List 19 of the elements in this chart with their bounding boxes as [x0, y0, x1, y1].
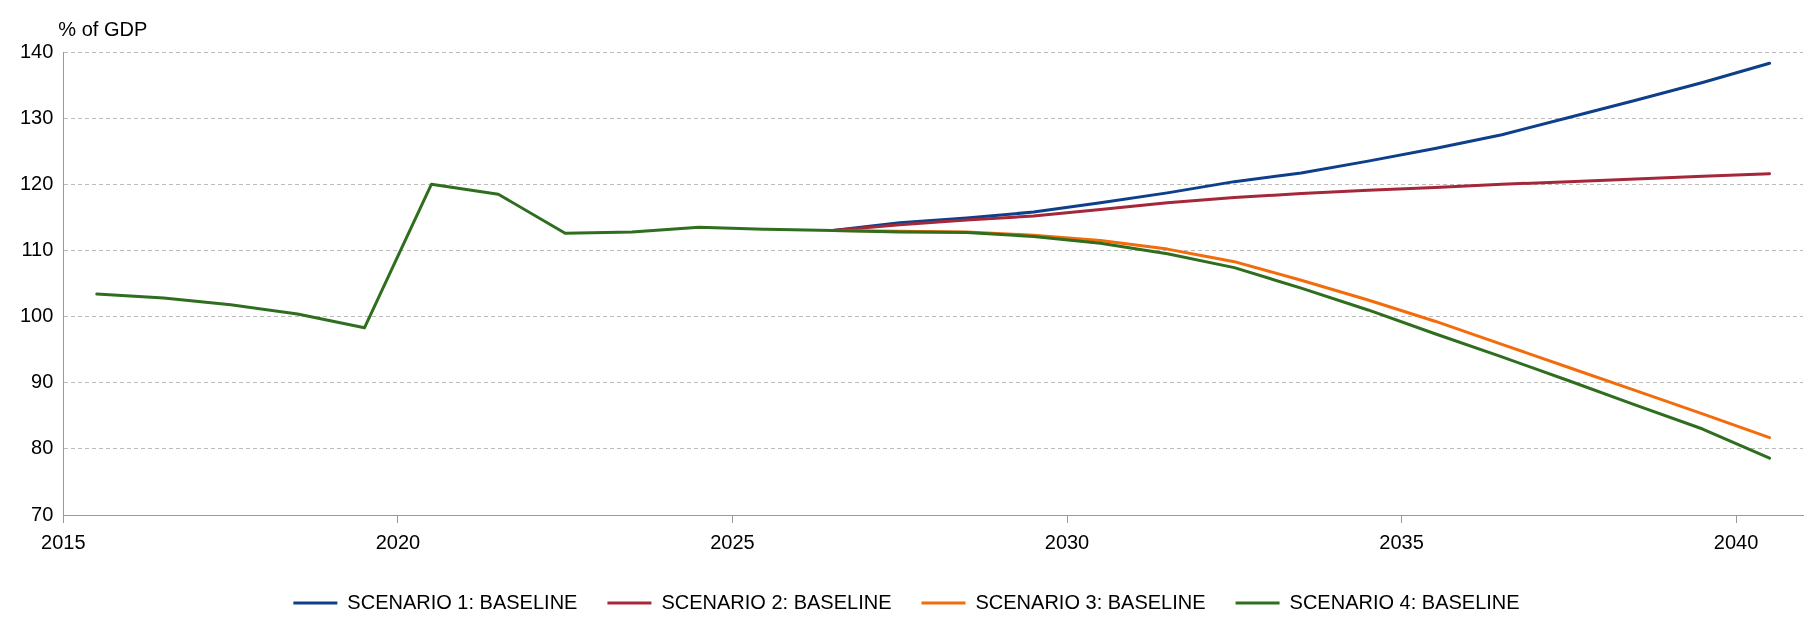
legend-label: SCENARIO 3: BASELINE: [975, 590, 1206, 613]
legend-label: SCENARIO 4: BASELINE: [1289, 590, 1520, 613]
y-axis-title: % of GDP: [58, 17, 148, 40]
x-tick-label: 2025: [710, 530, 755, 553]
x-tick-label: 2020: [375, 530, 421, 553]
y-tick-label: 80: [31, 436, 54, 459]
x-tick-label: 2040: [1713, 530, 1759, 553]
x-tick-label: 2030: [1044, 530, 1090, 553]
x-tick-label: 2035: [1379, 530, 1424, 553]
y-tick-label: 140: [19, 39, 54, 62]
y-tick-label: 110: [21, 237, 54, 260]
y-tick-label: 70: [31, 502, 54, 525]
y-tick-label: 130: [19, 105, 54, 128]
y-tick-label: 100: [19, 304, 54, 327]
y-tick-label: 120: [19, 171, 54, 194]
legend-label: SCENARIO 2: BASELINE: [661, 590, 892, 613]
y-tick-label: 90: [31, 370, 54, 393]
legend-label: SCENARIO 1: BASELINE: [347, 590, 578, 613]
x-tick-label: 2015: [41, 530, 86, 553]
